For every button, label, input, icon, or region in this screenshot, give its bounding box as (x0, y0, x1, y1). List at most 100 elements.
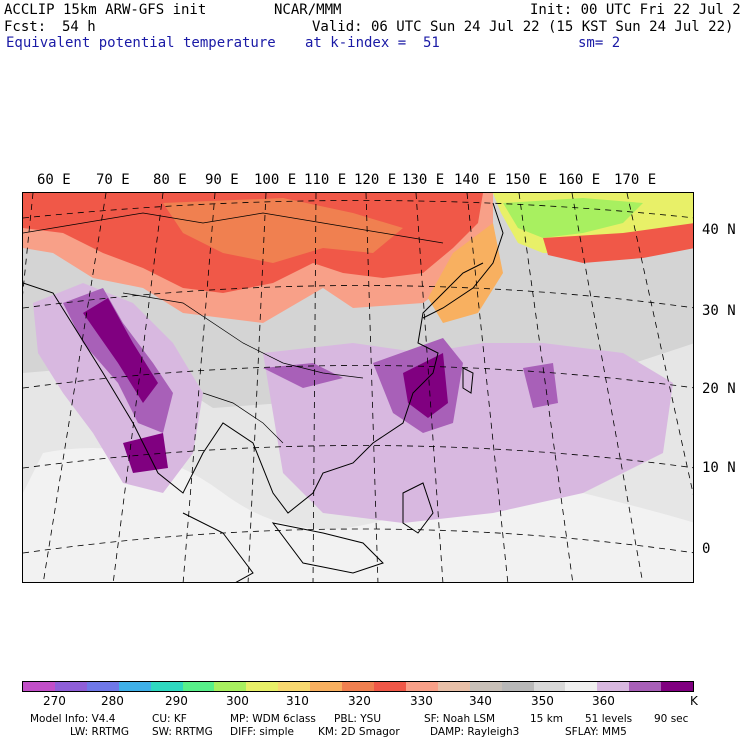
colorbar-swatch (278, 682, 311, 691)
lat-label: 30 N (702, 303, 736, 319)
colorbar-swatch (629, 682, 662, 691)
damping-scheme: DAMP: Rayleigh3 (430, 726, 520, 738)
colorbar-tick: 280 (101, 694, 124, 708)
field-360k-pacific (263, 343, 673, 523)
colorbar-swatch (437, 682, 470, 691)
colorbar-tick: 320 (348, 694, 371, 708)
border-sea (202, 392, 284, 444)
lon-label: 100 E (254, 172, 297, 188)
lon-160 (571, 193, 644, 582)
borders (23, 212, 444, 444)
colorbar-swatch (118, 682, 151, 691)
theta-e-field-map (23, 193, 693, 582)
sw-scheme: SW: RRTMG (152, 726, 213, 738)
coastlines (23, 202, 504, 582)
lat-label: 40 N (702, 222, 736, 238)
surface-layer-scheme: SFLAY: MM5 (565, 726, 627, 738)
lon-label: 130 E (402, 172, 445, 188)
taiwan-coast (462, 367, 474, 394)
colorbar-tick: 360 (592, 694, 615, 708)
colorbar-swatch (597, 682, 630, 691)
lon-label: 150 E (505, 172, 548, 188)
lon-70 (42, 193, 107, 582)
model-info: Model Info: V4.4 (30, 713, 116, 725)
colorbar-tick: 330 (410, 694, 433, 708)
vertical-levels: 51 levels (585, 713, 633, 725)
colorbar-swatch (23, 682, 55, 691)
field-370k-core (403, 353, 448, 418)
colorbar-unit: K (690, 694, 698, 708)
smoothing-value: sm= 2 (578, 35, 621, 51)
lat-label: 20 N (702, 381, 736, 397)
level-index: at k-index = 51 (305, 35, 440, 51)
colorbar-tick: 300 (226, 694, 249, 708)
colorbar-swatch (533, 682, 566, 691)
timestep: 90 sec (654, 713, 689, 725)
lon-label: 170 E (614, 172, 657, 188)
km-scheme: KM: 2D Smagor (318, 726, 400, 738)
border-himalaya (122, 292, 364, 379)
field-whitish-region (23, 448, 693, 582)
borneo-coast (271, 522, 384, 574)
field-370k-bay (123, 433, 168, 473)
lon-label: 140 E (454, 172, 497, 188)
lon-label: 60 E (37, 172, 71, 188)
colorbar-swatch (246, 682, 279, 691)
forecast-label: Fcst: (4, 19, 47, 35)
lon-170 (626, 193, 693, 495)
pbl-scheme: PBL: YSU (334, 713, 382, 725)
surface-scheme: SF: Noah LSM (424, 713, 496, 725)
colorbar-swatch (182, 682, 215, 691)
lon-label: 120 E (354, 172, 397, 188)
colorbar (22, 681, 694, 692)
map-panel (22, 192, 694, 583)
colorbar-swatch (86, 682, 119, 691)
forecast-hours: 54 h (62, 19, 96, 35)
field-370k-india (83, 298, 158, 403)
colorbar-swatch (661, 682, 694, 691)
field-320k-patch (428, 223, 503, 323)
field-305k-region (503, 198, 643, 238)
lon-label: 160 E (558, 172, 601, 188)
lat-label: 10 N (702, 460, 736, 476)
colorbar-swatch (405, 682, 438, 691)
colorbar-tick: 310 (286, 694, 309, 708)
colorbar-swatch (469, 682, 502, 691)
lon-label: 110 E (304, 172, 347, 188)
grid-spacing: 15 km (530, 713, 564, 725)
philippines-coast (402, 482, 434, 534)
colorbar-swatch (501, 682, 534, 691)
diffusion-scheme: DIFF: simple (230, 726, 294, 738)
asia-coast (23, 262, 484, 514)
colorbar-swatch (373, 682, 406, 691)
lat-label: 0 (702, 541, 711, 557)
japan-coast (422, 202, 504, 319)
graticule (23, 193, 693, 582)
lon-label: 90 E (205, 172, 239, 188)
colorbar-swatch (310, 682, 343, 691)
field-name: Equivalent potential temperature (6, 35, 276, 51)
sumatra-coast (182, 512, 254, 582)
init-time: Init: 00 UTC Fri 22 Jul 22 (530, 2, 740, 18)
colorbar-tick: 350 (531, 694, 554, 708)
colorbar-swatch (54, 682, 87, 691)
microphysics-scheme: MP: WDM 6class (230, 713, 316, 725)
lw-scheme: LW: RRTMG (70, 726, 129, 738)
cumulus-scheme: CU: KF (152, 713, 187, 725)
colorbar-swatch (150, 682, 183, 691)
model-title: ACCLIP 15km ARW-GFS init (4, 2, 207, 18)
field-325k-patch (163, 198, 403, 263)
lon-label: 80 E (153, 172, 187, 188)
field-365k-china (263, 363, 343, 388)
field-365k-pacific (523, 363, 558, 408)
org-label: NCAR/MMM (274, 2, 342, 18)
border-north (23, 212, 444, 244)
colorbar-swatch (565, 682, 598, 691)
colorbar-swatch (342, 682, 374, 691)
colorbar-swatch (214, 682, 247, 691)
colorbar-tick: 290 (165, 694, 188, 708)
field-330k-ne-band (543, 223, 693, 263)
valid-time: Valid: 06 UTC Sun 24 Jul 22 (15 KST Sun … (312, 19, 734, 35)
lon-label: 70 E (96, 172, 130, 188)
colorbar-tick: 340 (469, 694, 492, 708)
